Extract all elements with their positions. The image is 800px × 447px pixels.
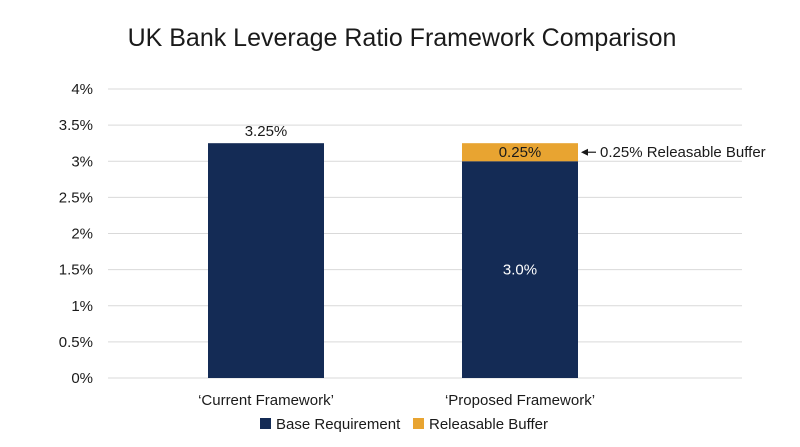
x-category-label: ‘Current Framework’	[198, 392, 334, 409]
x-axis-category-labels: ‘Current Framework’ ‘Proposed Framework’	[198, 392, 595, 409]
data-label: 3.25%	[245, 123, 288, 140]
y-tick-label: 2.5%	[59, 189, 93, 206]
annotation-arrow-head	[581, 148, 588, 156]
legend: Base Requirement Releasable Buffer	[260, 416, 548, 433]
x-category-label: ‘Proposed Framework’	[445, 392, 595, 409]
legend-swatch	[260, 418, 271, 429]
bars	[208, 143, 578, 378]
data-labels: 3.25% 3.0% 0.25%	[245, 123, 542, 278]
legend-label: Releasable Buffer	[429, 416, 548, 433]
legend-swatch	[413, 418, 424, 429]
y-tick-label: 0%	[71, 370, 93, 387]
y-tick-label: 2%	[71, 226, 93, 243]
chart-title: UK Bank Leverage Ratio Framework Compari…	[128, 24, 677, 52]
annotations: 0.25% Releasable Buffer	[581, 144, 766, 161]
legend-label: Base Requirement	[276, 416, 401, 433]
bar-releasable-buffer	[462, 143, 578, 162]
y-tick-label: 1%	[71, 298, 93, 315]
y-tick-label: 1.5%	[59, 262, 93, 279]
y-tick-label: 0.5%	[59, 334, 93, 351]
y-tick-label: 3.5%	[59, 117, 93, 134]
gridlines	[108, 88, 742, 379]
bar-base-requirement	[208, 143, 324, 378]
data-label: 3.0%	[503, 262, 537, 279]
bar-base-requirement	[462, 161, 578, 378]
annotation-text: 0.25% Releasable Buffer	[600, 144, 766, 161]
data-label: 0.25%	[499, 144, 542, 161]
y-axis-tick-labels: 0% 0.5% 1% 1.5% 2% 2.5% 3% 3.5% 4%	[59, 81, 93, 387]
y-tick-label: 4%	[71, 81, 93, 98]
y-tick-label: 3%	[71, 153, 93, 170]
